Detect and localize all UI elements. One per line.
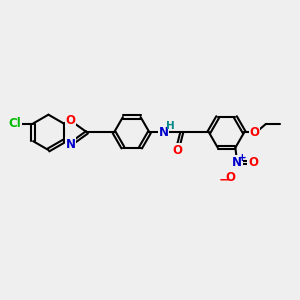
Text: O: O <box>250 126 260 139</box>
Text: O: O <box>225 171 236 184</box>
Text: −: − <box>219 173 230 187</box>
Text: N: N <box>232 156 242 170</box>
Text: O: O <box>65 114 76 127</box>
Text: O: O <box>248 156 258 170</box>
Text: O: O <box>172 144 182 158</box>
Text: H: H <box>166 121 174 131</box>
Text: +: + <box>238 153 247 163</box>
Text: N: N <box>158 126 169 139</box>
Text: N: N <box>65 138 76 151</box>
Text: Cl: Cl <box>8 117 21 130</box>
